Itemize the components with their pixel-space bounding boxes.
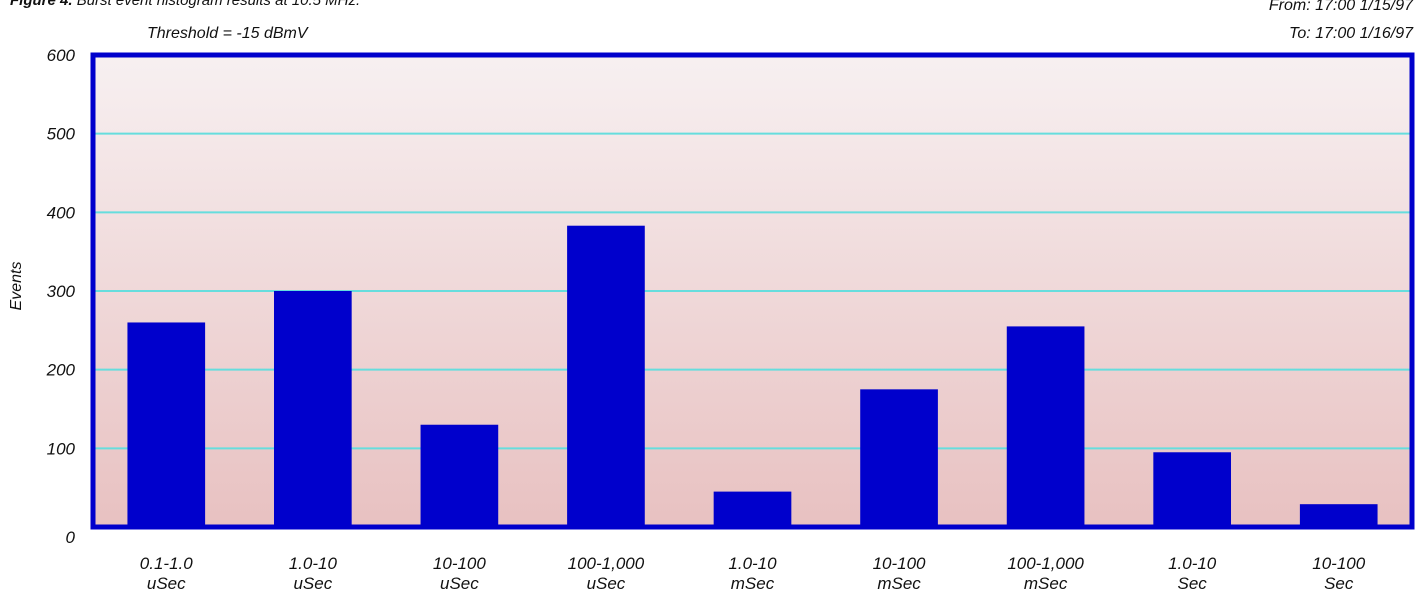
y-tick-label: 300 (47, 282, 76, 301)
x-tick-label: 1.0-10 Sec (1168, 554, 1217, 593)
y-tick-labels: 0 100 200 300 400 500 600 (46, 46, 76, 547)
bar (273, 291, 352, 527)
bar (1006, 326, 1085, 527)
from-time-label: From: 17:00 1/15/97 (1268, 0, 1413, 14)
bar (567, 225, 645, 527)
x-tick-label: 1.0-10 mSec (728, 554, 777, 593)
x-tick-label: 100-1,000 mSec (1007, 554, 1084, 593)
figure-caption: Figure 4. Burst event histogram results … (10, 0, 361, 9)
x-tick-label: 100-1,000 uSec (568, 554, 645, 593)
threshold-label: Threshold = -15 dBmV (147, 25, 308, 42)
bar (127, 322, 206, 527)
bar (860, 389, 938, 527)
bar (713, 491, 792, 527)
x-tick-label: 10-100 uSec (433, 554, 486, 593)
bar (1153, 452, 1232, 527)
x-tick-labels: 0.1-1.0 uSec 1.0-10 uSec 10-100 uSec 100-1,000… (140, 554, 1366, 593)
x-tick-label: 1.0-10 uSec (289, 554, 338, 593)
y-tick-label: 0 (66, 528, 76, 547)
y-tick-label: 600 (47, 46, 76, 65)
bar (1299, 504, 1378, 527)
y-tick-label: 100 (47, 439, 76, 458)
y-tick-label: 200 (46, 361, 76, 380)
to-time-label: To: 17:00 1/16/97 (1289, 25, 1413, 42)
bars (127, 225, 1378, 527)
y-tick-label: 400 (47, 203, 76, 222)
bar (420, 424, 499, 527)
plot-frame (90, 52, 1415, 530)
x-tick-label: 10-100 mSec (873, 554, 926, 593)
y-tick-label: 500 (47, 125, 76, 144)
x-tick-label: 10-100 Sec (1312, 554, 1365, 593)
y-axis-label: Events (8, 262, 25, 311)
x-tick-label: 0.1-1.0 uSec (140, 554, 193, 593)
